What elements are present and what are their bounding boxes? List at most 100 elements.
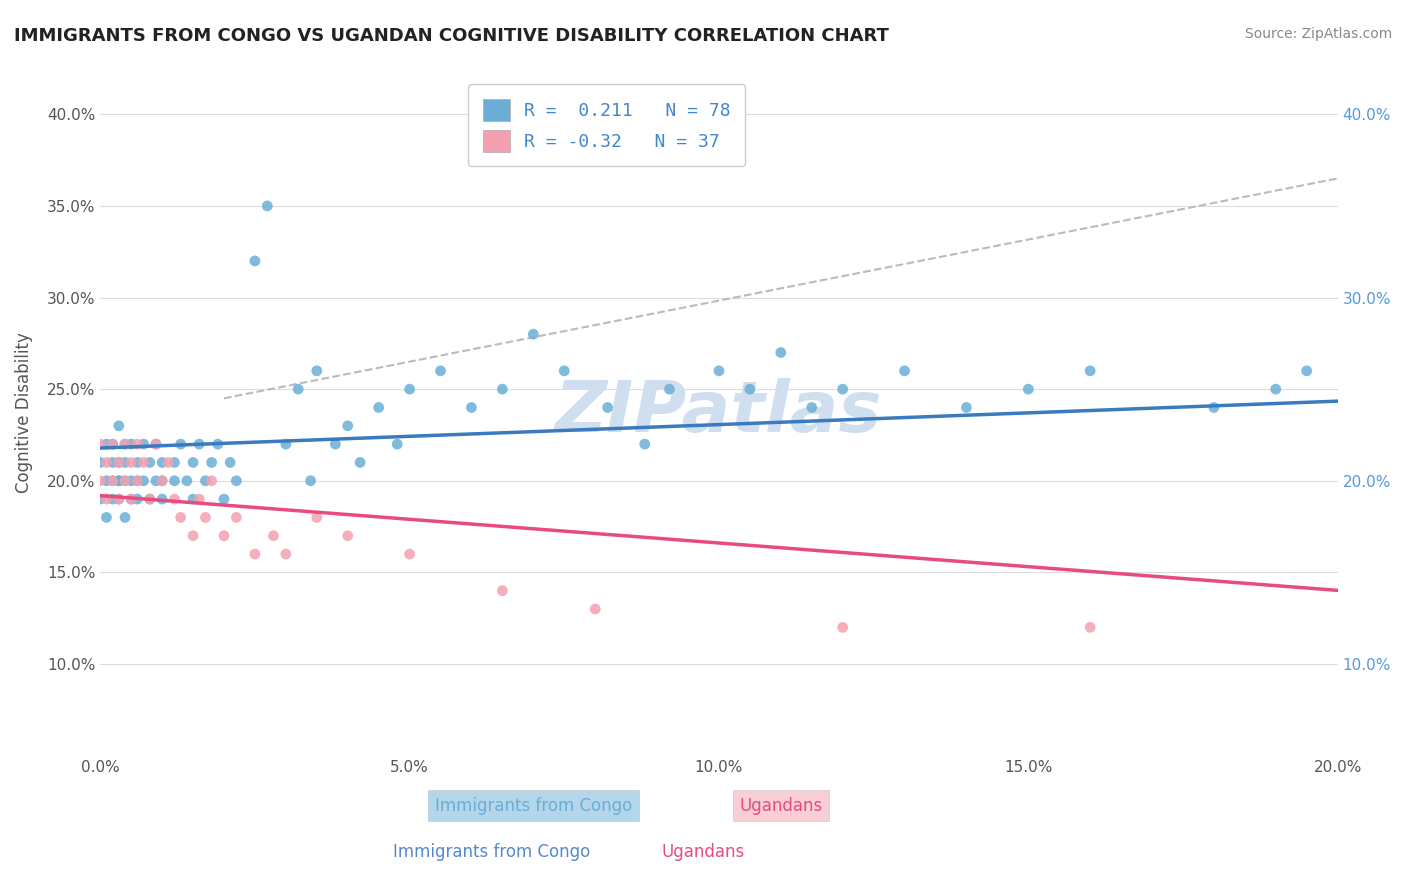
Y-axis label: Cognitive Disability: Cognitive Disability [15,332,32,492]
Point [299,474,322,488]
Point [96,474,118,488]
Point [89,492,111,507]
Point [132,474,155,488]
Point [114,437,136,451]
Text: Immigrants from Congo: Immigrants from Congo [394,843,591,861]
Point [145,474,167,488]
Point [243,547,266,561]
Point [150,474,173,488]
Point [181,492,204,507]
Point [145,437,167,451]
Point [188,437,211,451]
Point [101,474,124,488]
Point [769,345,792,359]
Point [170,437,193,451]
Point [108,455,131,469]
Text: Ugandans: Ugandans [661,843,745,861]
Text: Immigrants from Congo: Immigrants from Congo [434,797,631,814]
Point [1078,620,1101,634]
Point [387,437,409,451]
Point [212,492,235,507]
Point [101,455,124,469]
Point [127,474,149,488]
Point [127,437,149,451]
Point [225,510,247,524]
Point [181,529,204,543]
Point [201,455,224,469]
Point [553,364,575,378]
Point [120,492,142,507]
Point [139,455,162,469]
Point [108,492,131,507]
Point [108,455,131,469]
Point [658,382,681,396]
Point [89,455,111,469]
Point [367,401,389,415]
Point [132,455,155,469]
Point [101,437,124,451]
Point [212,529,235,543]
Point [114,474,136,488]
Point [96,510,118,524]
Point [893,364,915,378]
Point [707,364,730,378]
Point [596,401,619,415]
Point [1202,401,1225,415]
Point [89,474,111,488]
Point [181,455,204,469]
Point [491,382,513,396]
Point [127,492,149,507]
Point [831,620,853,634]
Point [132,437,155,451]
Legend: R =  0.211   N = 78, R = -0.32   N = 37: R = 0.211 N = 78, R = -0.32 N = 37 [468,85,745,167]
Point [96,437,118,451]
Point [800,401,823,415]
Point [634,437,657,451]
Point [96,455,118,469]
Point [101,474,124,488]
Point [1078,364,1101,378]
Point [108,474,131,488]
Point [114,437,136,451]
Point [89,437,111,451]
Point [194,510,217,524]
Point [145,437,167,451]
Point [305,510,328,524]
Point [831,382,853,396]
Point [305,364,328,378]
Point [460,401,482,415]
Text: Source: ZipAtlas.com: Source: ZipAtlas.com [1244,27,1392,41]
Point [101,492,124,507]
Text: IMMIGRANTS FROM CONGO VS UGANDAN COGNITIVE DISABILITY CORRELATION CHART: IMMIGRANTS FROM CONGO VS UGANDAN COGNITI… [14,27,889,45]
Point [157,455,180,469]
Point [96,492,118,507]
Point [176,474,198,488]
Point [139,492,162,507]
Point [194,474,217,488]
Point [201,474,224,488]
Point [1264,382,1286,396]
Point [108,492,131,507]
Point [274,437,297,451]
Text: Ugandans: Ugandans [740,797,823,814]
Point [955,401,977,415]
Point [243,253,266,268]
Point [207,437,229,451]
Point [325,437,347,451]
Point [274,547,297,561]
Point [163,455,186,469]
Point [738,382,761,396]
Point [120,492,142,507]
Point [256,199,278,213]
Point [429,364,451,378]
Point [150,455,173,469]
Point [150,474,173,488]
Point [114,455,136,469]
Point [120,437,142,451]
Text: ZIPatlas: ZIPatlas [555,377,883,447]
Point [150,492,173,507]
Point [336,529,359,543]
Point [583,602,606,616]
Point [120,474,142,488]
Point [114,510,136,524]
